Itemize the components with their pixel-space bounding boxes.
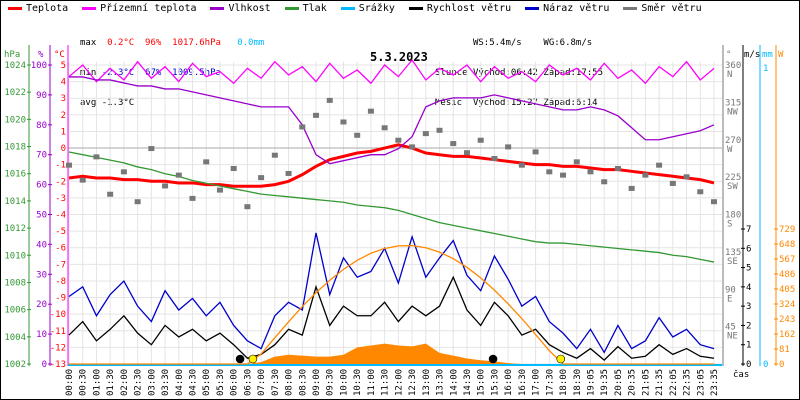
legend-swatch [8,6,22,10]
legend-label: Směr větru [641,3,702,14]
max-humidity: 96% [145,38,162,48]
legend-swatch [408,6,423,10]
chart-title: 5.3.2023 [370,50,428,64]
stat-label: max [80,38,97,48]
min-pressure: 1009.5hPa [172,68,221,78]
legend-swatch [525,6,540,10]
sun-label: Slunce [435,68,468,78]
legend-item: Rychlost větru [408,3,512,14]
legend-label: Srážky [358,3,395,14]
moon-label: Měsíc [435,98,463,108]
legend-label: Teplota [26,3,69,14]
legend: Teplota Přízemní teplota Vlhkost Tlak Srážky… [8,3,716,14]
legend-item: Teplota [8,3,68,14]
legend-item: Směr větru [623,3,702,14]
min-humidity: 67% [145,68,162,78]
wind-gust-stat: WG:6.8m/s [543,38,593,48]
legend-swatch [340,6,355,10]
max-pressure: 1017.6hPa [172,38,221,48]
stat-label: avg [80,98,97,108]
legend-swatch [623,6,638,10]
legend-item: Přízemní teplota [82,3,196,14]
stats-right: WS:5.4m/s WG:6.8m/s Slunce Východ:06:42 … [435,18,603,118]
legend-swatch [210,6,225,10]
stats-left: max 0.2°C 96% 1017.6hPa 0.0mm min -2.3°C… [80,18,264,118]
legend-item: Náraz větru [525,3,609,14]
avg-temp: -1.3°C [101,98,135,108]
moonrise: Východ:15:27 [472,98,538,108]
wind-speed-stat: WS:5.4m/s [472,38,522,48]
legend-label: Vlhkost [228,3,271,14]
sunset: Západ:17:55 [543,68,603,78]
legend-label: Rychlost větru [426,3,512,14]
moonset: Západ:6:14 [543,98,598,108]
min-temp: -2.3°C [101,68,135,78]
legend-item: Vlhkost [210,3,271,14]
legend-label: Přízemní teplota [100,3,197,14]
max-temp: 0.2°C [107,38,135,48]
stat-label: min [80,68,97,78]
legend-label: Tlak [302,3,327,14]
legend-label: Náraz větru [543,3,610,14]
legend-swatch [82,6,97,10]
max-rain: 0.0mm [237,38,265,48]
sunrise: Východ:06:42 [472,68,538,78]
legend-item: Tlak [284,3,327,14]
legend-swatch [284,6,299,10]
legend-item: Srážky [340,3,395,14]
